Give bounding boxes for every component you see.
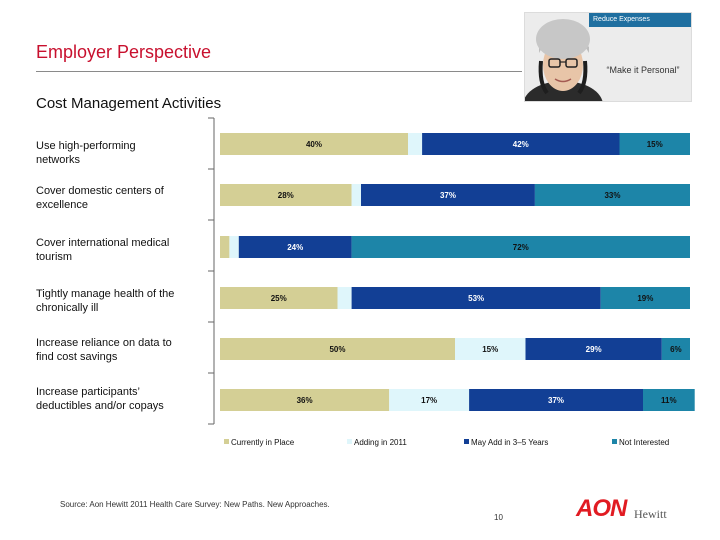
bar-2-1 (229, 236, 239, 258)
bar-label-1-2: 37% (440, 191, 456, 200)
bar-0-2 (422, 133, 620, 155)
bar-1-0 (220, 184, 352, 206)
logo-aon-text: AON (576, 495, 627, 522)
bar-label-5-0: 36% (297, 396, 313, 405)
bar-0-3 (619, 133, 690, 155)
bar-2-0 (220, 236, 230, 258)
category-label-line-4-0: Increase reliance on data to (36, 337, 172, 349)
bar-4-1 (455, 338, 526, 360)
legend-swatch-3 (612, 439, 617, 444)
bar-label-5-1: 17% (421, 396, 437, 405)
bar-label-3-0: 25% (271, 294, 287, 303)
legend-label-0: Currently in Place (231, 438, 295, 447)
bar-1-1 (351, 184, 361, 206)
category-label-line-0-1: networks (36, 154, 81, 166)
bar-0-1 (408, 133, 423, 155)
legend-label-2: May Add in 3–5 Years (471, 438, 548, 447)
bar-label-0-2: 42% (513, 140, 529, 149)
bar-5-0 (220, 389, 390, 411)
category-label-0: Use high-performing networks (36, 139, 204, 167)
bar-label-2-3: 72% (513, 243, 529, 252)
bar-label-4-2: 29% (586, 345, 602, 354)
bar-label-4-3: 6% (670, 345, 682, 354)
bar-4-2 (525, 338, 662, 360)
bar-label-5-2: 37% (548, 396, 564, 405)
bar-5-3 (643, 389, 695, 411)
bar-3-0 (220, 287, 338, 309)
bar-label-3-2: 53% (468, 294, 484, 303)
category-label-line-5-1: deductibles and/or copays (36, 400, 164, 412)
bar-4-3 (661, 338, 690, 360)
bar-label-4-0: 50% (329, 345, 345, 354)
category-label-line-0-0: Use high-performing (36, 140, 136, 152)
bar-5-2 (469, 389, 643, 411)
bar-3-1 (337, 287, 352, 309)
bar-label-4-1: 15% (482, 345, 498, 354)
page-number: 10 (494, 513, 503, 522)
category-label-line-3-0: Tightly manage health of the (36, 288, 175, 300)
category-label-2: Cover international medical tourism (36, 236, 204, 264)
photo-quote: “Make it Personal” (606, 65, 680, 75)
bar-1-3 (534, 184, 690, 206)
category-label-line-2-1: tourism (36, 251, 73, 263)
category-label-1: Cover domestic centers of excellence (36, 184, 204, 212)
category-label-line-1-0: Cover domestic centers of (36, 185, 164, 197)
title-rule (36, 71, 522, 72)
category-label-3: Tightly manage health of the chronically … (36, 287, 204, 315)
bar-2-3 (351, 236, 690, 258)
category-label-line-4-1: find cost savings (36, 351, 118, 363)
logo-hewitt-text: Hewitt (634, 507, 667, 521)
header-photo: Reduce Expenses “Make it Personal” (524, 12, 692, 102)
bar-0-0 (220, 133, 408, 155)
bar-1-2 (361, 184, 535, 206)
legend-swatch-0 (224, 439, 229, 444)
legend-label-3: Not Interested (619, 438, 669, 447)
bar-label-3-3: 19% (637, 294, 653, 303)
bar-label-1-0: 28% (278, 191, 294, 200)
category-label-line-1-1: excellence (36, 199, 88, 211)
page-title: Employer Perspective (36, 42, 212, 62)
category-label-4: Increase reliance on data to find cost sa… (36, 336, 204, 364)
category-label-line-5-0: Increase participants’ (36, 386, 140, 398)
legend-swatch-2 (464, 439, 469, 444)
chart-subtitle: Cost Management Activities (36, 95, 222, 112)
aon-hewitt-logo: AON Hewitt (576, 495, 688, 523)
category-label-line-3-1: chronically ill (36, 302, 99, 314)
bar-5-1 (389, 389, 470, 411)
photo-banner: Reduce Expenses (589, 13, 691, 27)
bar-label-0-3: 15% (647, 140, 663, 149)
category-label-5: Increase participants’ deductibles and/or… (36, 385, 204, 413)
bar-4-0 (220, 338, 455, 360)
bar-2-2 (238, 236, 352, 258)
legend-swatch-1 (347, 439, 352, 444)
bar-label-5-3: 11% (661, 396, 677, 405)
bar-label-0-0: 40% (306, 140, 322, 149)
legend-label-1: Adding in 2011 (354, 438, 407, 447)
bar-label-2-2: 24% (287, 243, 303, 252)
source-note: Source: Aon Hewitt 2011 Health Care Surv… (60, 500, 330, 509)
woman-portrait-icon (525, 13, 691, 101)
bar-3-2 (351, 287, 601, 309)
bar-label-1-3: 33% (604, 191, 620, 200)
category-label-line-2-0: Cover international medical (36, 237, 170, 249)
bar-3-3 (600, 287, 690, 309)
